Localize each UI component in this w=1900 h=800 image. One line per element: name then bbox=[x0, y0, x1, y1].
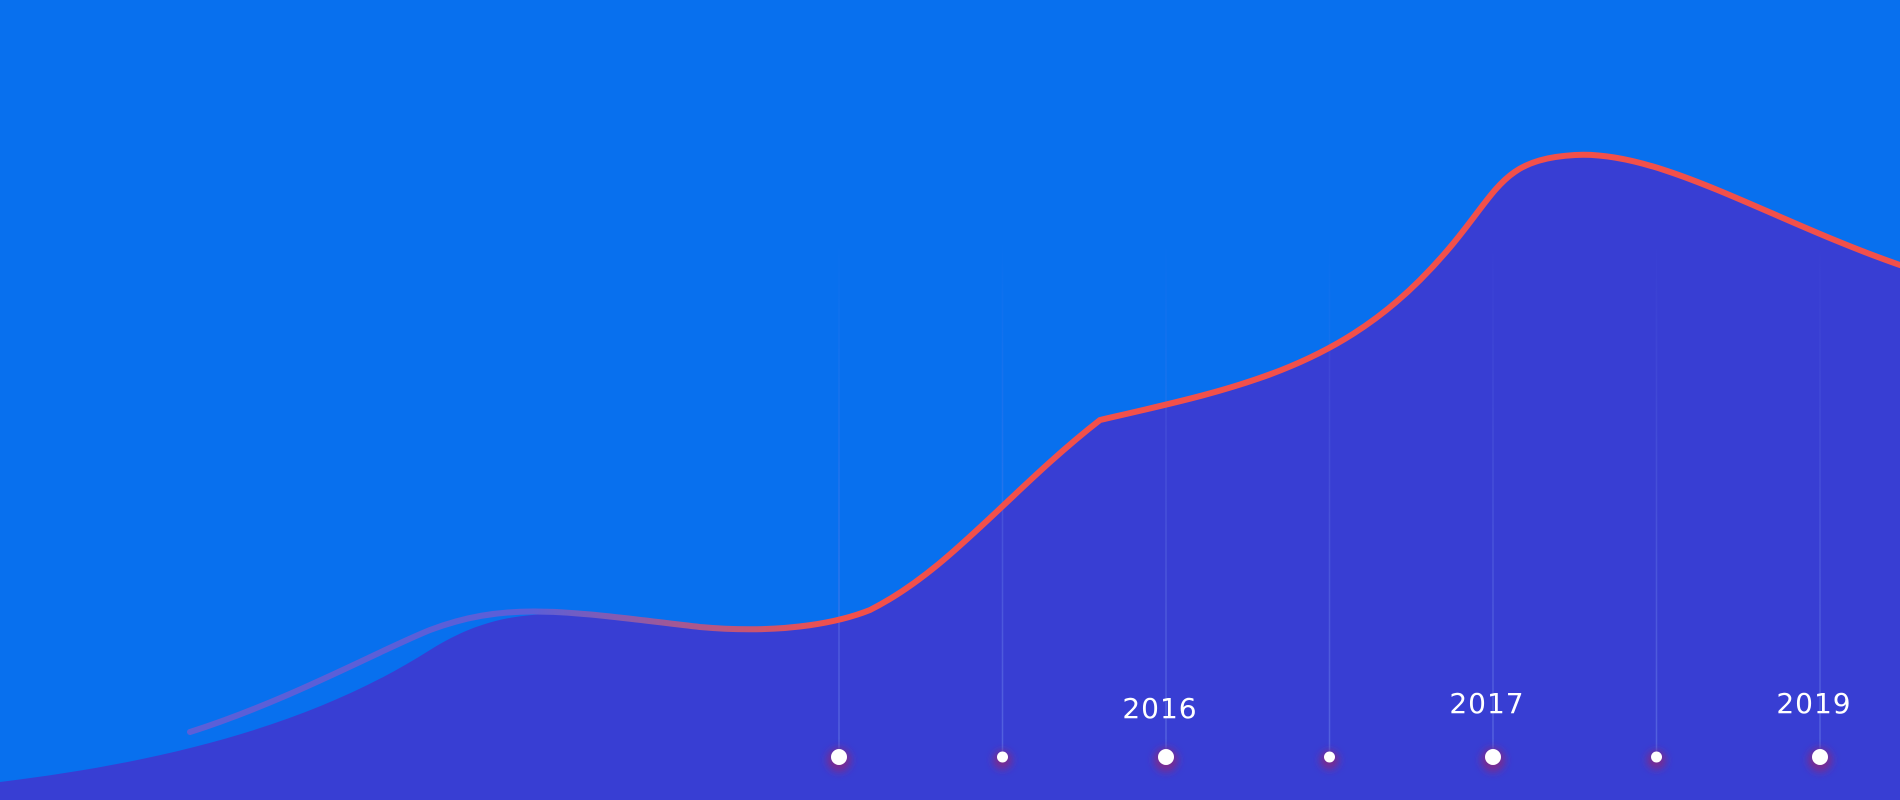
year-labels: 2016 2017 2019 bbox=[1122, 687, 1851, 725]
milestone-guide-lines bbox=[838, 240, 1821, 757]
milestone-dot-minor[interactable] bbox=[997, 751, 1008, 763]
year-label: 2017 bbox=[1449, 687, 1524, 720]
guide-line bbox=[1655, 240, 1658, 757]
year-label: 2019 bbox=[1776, 687, 1851, 720]
milestone-dot-major[interactable] bbox=[831, 749, 847, 765]
milestone-markers bbox=[827, 748, 1832, 772]
milestone-dot-major[interactable] bbox=[1485, 749, 1501, 765]
guide-line bbox=[838, 240, 840, 757]
milestone-dot-major[interactable] bbox=[1158, 749, 1174, 765]
guide-line bbox=[1001, 240, 1004, 757]
milestone-dot-minor[interactable] bbox=[1324, 751, 1335, 763]
guide-line bbox=[1819, 240, 1821, 757]
trend-line bbox=[187, 151, 1900, 735]
guide-line bbox=[1328, 240, 1331, 757]
area-fill bbox=[0, 154, 1900, 800]
milestone-dot-minor[interactable] bbox=[1651, 751, 1662, 763]
milestone-dot-major[interactable] bbox=[1812, 749, 1828, 765]
guide-line bbox=[1165, 240, 1167, 757]
year-label: 2016 bbox=[1122, 692, 1197, 725]
guide-line bbox=[1492, 240, 1494, 757]
